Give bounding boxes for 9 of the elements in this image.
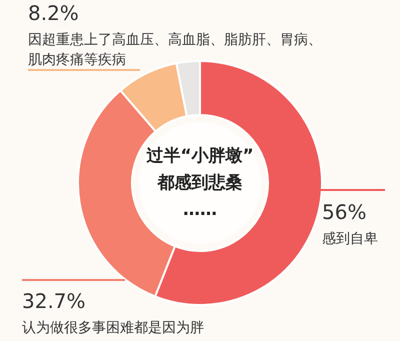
text: 过半“小胖墩” — [145, 146, 254, 166]
data-label: 8.2% — [28, 1, 79, 25]
text: …… — [183, 200, 217, 220]
text: 都感到悲桑 — [156, 173, 242, 193]
data-label: 56% — [322, 200, 366, 224]
slice-label: 因超重患上了高血压、高血脂、脂肪肝、胃病、肌肉疼痛等疾病 — [28, 32, 322, 68]
slice-label: 感到自卑 — [322, 231, 378, 247]
slice-label: 认为做很多事困难都是因为胖 — [22, 320, 204, 336]
data-label: 32.7% — [22, 289, 86, 313]
